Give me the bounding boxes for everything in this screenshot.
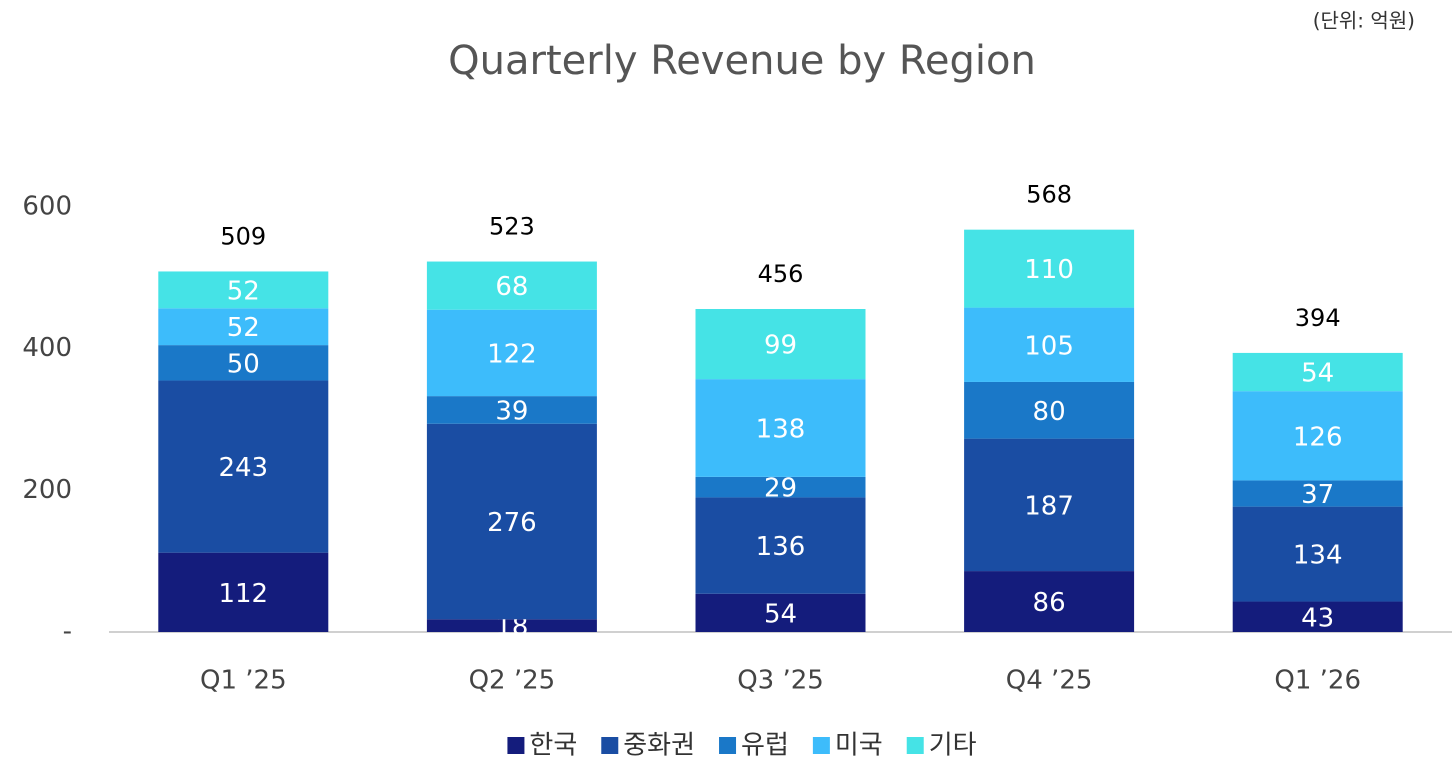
- bar-segment: [964, 229, 1135, 308]
- data-label: 50: [227, 349, 260, 379]
- data-label: 136: [756, 532, 806, 562]
- legend-swatch: [601, 737, 619, 754]
- data-label: 43: [1301, 603, 1334, 633]
- total-label: 568: [1026, 181, 1072, 209]
- total-label: 394: [1295, 304, 1341, 332]
- data-label: 80: [1033, 397, 1066, 427]
- bar-segment: [158, 552, 329, 632]
- legend-label: 기타: [929, 731, 977, 761]
- data-label: 134: [1293, 541, 1343, 571]
- bar-segment: [1232, 506, 1403, 602]
- bar-segment: [426, 423, 597, 620]
- legend-swatch: [906, 737, 924, 754]
- bar-segment: [964, 307, 1135, 382]
- bar-segment: [964, 571, 1135, 632]
- bar-segment: [426, 309, 597, 397]
- bar-segment: [158, 380, 329, 553]
- data-label: 86: [1033, 588, 1066, 618]
- x-tick-label: Q1 ’25: [200, 666, 287, 696]
- y-tick-label: 400: [22, 333, 72, 363]
- bar-segment: [695, 593, 866, 632]
- data-label: 110: [1024, 255, 1074, 285]
- data-label: 99: [764, 331, 797, 361]
- data-label: 126: [1293, 422, 1343, 452]
- total-label: 456: [758, 260, 804, 288]
- bar-segment: [1232, 391, 1403, 481]
- chart-title: Quarterly Revenue by Region: [448, 38, 1036, 84]
- bar-segment: [1232, 480, 1403, 507]
- data-label: 243: [218, 453, 268, 483]
- data-label: 52: [227, 276, 260, 306]
- data-label: 276: [487, 508, 537, 538]
- unit-note: (단위: 억원): [1313, 9, 1415, 33]
- x-tick-label: Q4 ’25: [1006, 666, 1093, 696]
- bar-segment: [158, 271, 329, 309]
- x-tick-label: Q2 ’25: [469, 666, 556, 696]
- data-label: 52: [227, 313, 260, 343]
- bar-segment: [1232, 352, 1403, 392]
- data-label: 112: [218, 579, 268, 609]
- legend-label: 미국: [835, 731, 883, 761]
- data-label: 39: [495, 396, 528, 426]
- total-label: 523: [489, 213, 535, 241]
- legend-label: 중화권: [623, 731, 695, 761]
- data-label: 29: [764, 474, 797, 504]
- legend-swatch: [812, 737, 830, 754]
- y-tick-label: -: [63, 617, 72, 647]
- x-tick-label: Q3 ’25: [737, 666, 824, 696]
- legend-label: 유럽: [741, 731, 789, 761]
- bar-segment: [1232, 601, 1403, 632]
- y-tick-label: 600: [22, 192, 72, 222]
- bar-segment: [158, 308, 329, 346]
- bar-segment: [964, 381, 1135, 439]
- bar-segment: [426, 619, 597, 632]
- bar-segment: [695, 476, 866, 498]
- bar-segment: [695, 497, 866, 594]
- legend-swatch: [719, 737, 737, 754]
- data-label: 37: [1301, 480, 1334, 510]
- data-label: 68: [495, 272, 528, 302]
- bar-segment: [964, 438, 1135, 572]
- data-label: 105: [1024, 331, 1074, 361]
- bar-segment: [695, 309, 866, 380]
- data-label: 54: [1301, 359, 1334, 389]
- legend-label: 한국: [529, 731, 577, 761]
- bar-segment: [158, 345, 329, 381]
- data-label: 122: [487, 339, 537, 369]
- x-tick-label: Q1 ’26: [1274, 666, 1361, 696]
- bar-segment: [426, 261, 597, 310]
- bar-segment: [695, 379, 866, 477]
- data-label: 138: [756, 415, 806, 445]
- total-label: 509: [220, 222, 266, 250]
- y-tick-label: 200: [22, 475, 72, 505]
- legend-swatch: [507, 737, 525, 754]
- data-label: 54: [764, 599, 797, 629]
- data-label: 187: [1024, 491, 1074, 521]
- bar-segment: [426, 396, 597, 424]
